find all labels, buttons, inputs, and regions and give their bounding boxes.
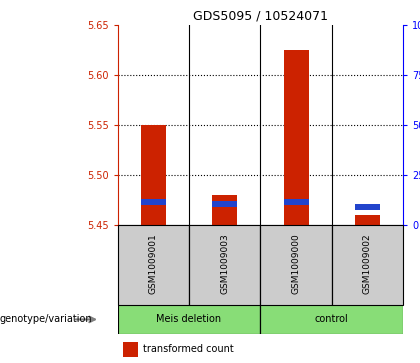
Text: Meis deletion: Meis deletion	[156, 314, 222, 325]
Text: GSM1009001: GSM1009001	[149, 233, 158, 294]
Bar	[118, 225, 189, 305]
Text: GSM1009003: GSM1009003	[220, 233, 229, 294]
Bar	[189, 225, 260, 305]
Text: genotype/variation: genotype/variation	[0, 314, 93, 325]
Bar	[355, 215, 380, 225]
Text: transformed count: transformed count	[143, 344, 234, 354]
Bar	[212, 201, 237, 207]
Bar	[260, 225, 332, 305]
Bar	[123, 342, 138, 357]
Text: GSM1009000: GSM1009000	[291, 233, 301, 294]
Bar	[141, 199, 166, 205]
Bar	[332, 225, 403, 305]
Bar	[355, 204, 380, 210]
Bar	[260, 305, 403, 334]
Title: GDS5095 / 10524071: GDS5095 / 10524071	[193, 10, 328, 23]
Text: control: control	[315, 314, 349, 325]
Bar	[141, 125, 166, 225]
Bar	[284, 50, 309, 225]
Bar	[284, 199, 309, 205]
Bar	[212, 195, 237, 225]
Bar	[118, 305, 260, 334]
Text: GSM1009002: GSM1009002	[363, 233, 372, 294]
